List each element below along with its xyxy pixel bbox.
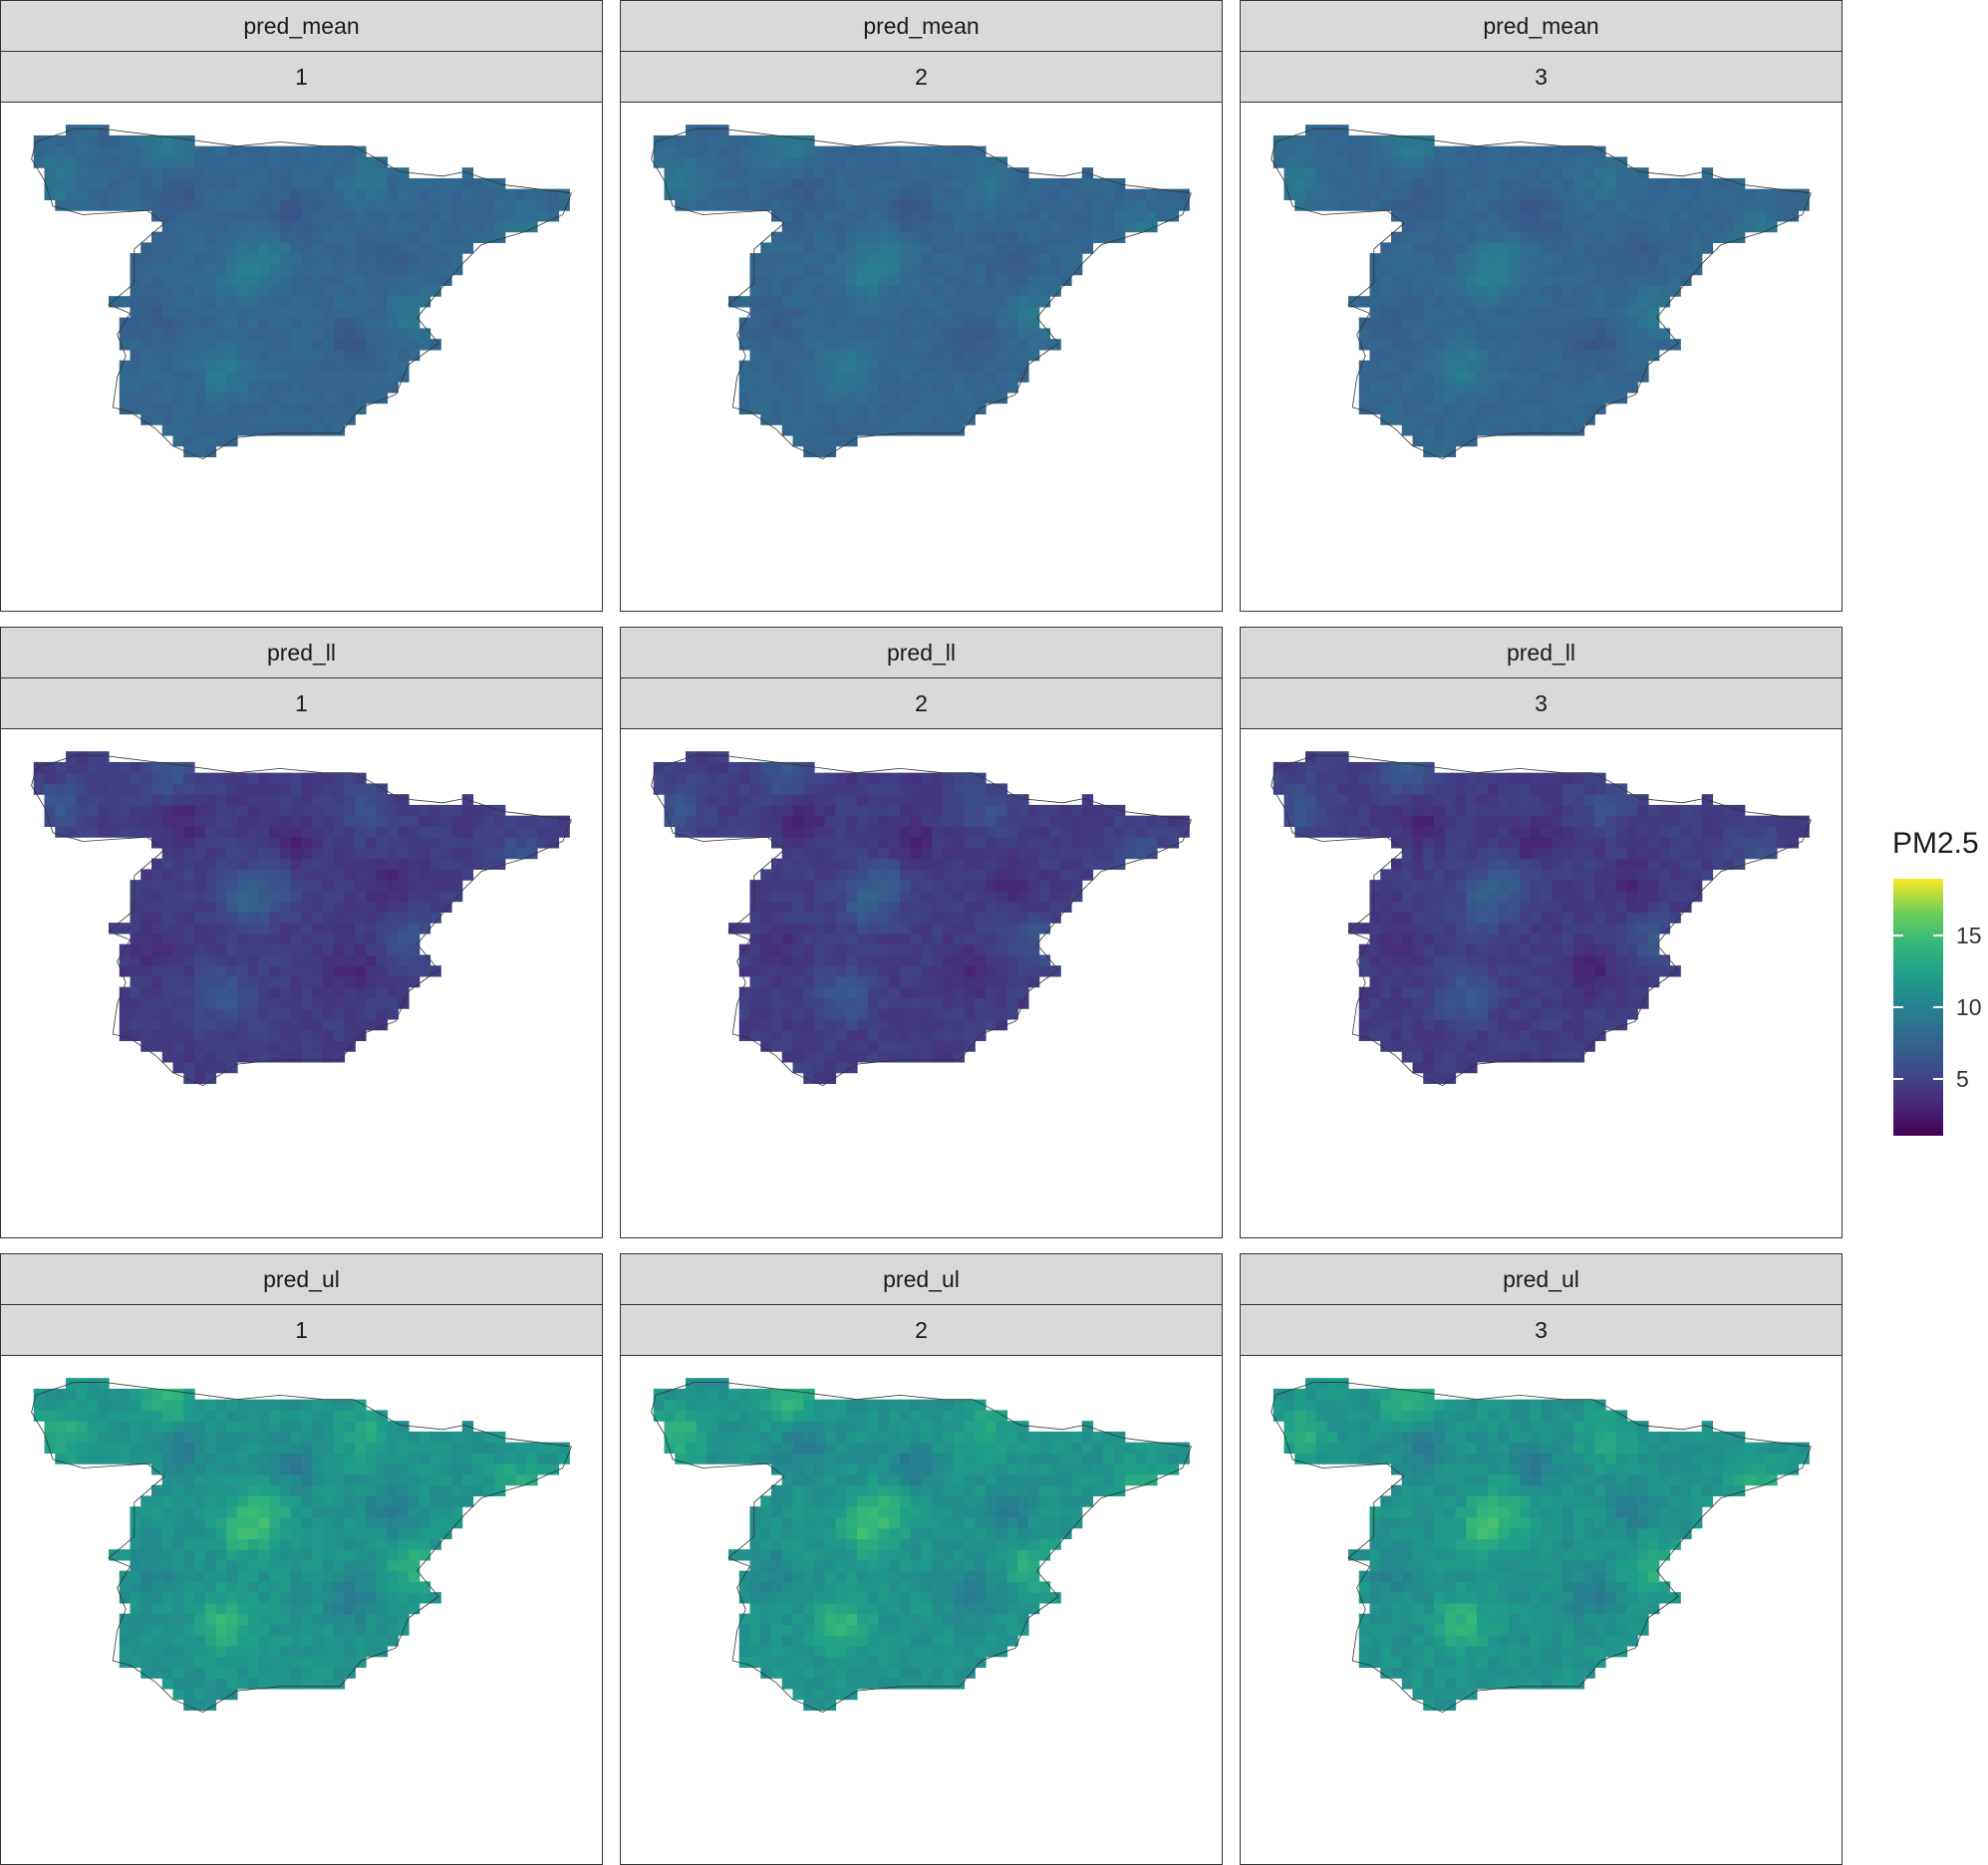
facet-panel-pred_ll-1: pred_ll 1 — [0, 627, 603, 1238]
country-outline — [651, 1382, 1192, 1714]
facet-strip-scenario: 3 — [1240, 677, 1843, 729]
facet-panel-pred_ll-2: pred_ll 2 — [620, 627, 1223, 1238]
facet-strip-scenario: 2 — [620, 51, 1223, 103]
facet-panel-pred_ul-1: pred_ul 1 — [0, 1253, 603, 1865]
facet-strip-variable: pred_ul — [620, 1253, 1223, 1305]
legend-tick-mark — [1933, 1077, 1943, 1080]
facet-panel-pred_mean-1: pred_mean 1 — [0, 0, 603, 612]
facet-strip-scenario: 1 — [0, 51, 603, 103]
facet-strip-variable: pred_ll — [1240, 627, 1843, 678]
map-plot — [1240, 102, 1843, 612]
pm25-map — [651, 125, 1192, 460]
legend-tick-label: 15 — [1956, 923, 1982, 949]
legend-tick-mark — [1893, 1077, 1903, 1080]
raster-cells — [33, 751, 570, 1084]
facet-strip-variable: pred_mean — [620, 0, 1223, 52]
legend-tick-mark — [1893, 1006, 1903, 1008]
pm25-map — [31, 751, 572, 1087]
facet-strip-variable: pred_ul — [0, 1253, 603, 1305]
raster-cells — [653, 125, 1190, 457]
facet-strip-scenario: 1 — [0, 677, 603, 729]
map-plot — [0, 728, 603, 1238]
country-outline — [31, 755, 572, 1087]
pm25-map — [31, 1378, 572, 1714]
map-plot — [1240, 1355, 1843, 1865]
country-outline — [651, 129, 1192, 460]
facet-strip-scenario: 3 — [1240, 51, 1843, 103]
raster-cells — [1273, 125, 1810, 457]
map-plot — [620, 102, 1223, 612]
raster-cells — [33, 125, 570, 457]
pm25-map — [1271, 1378, 1812, 1714]
facet-strip-scenario: 2 — [620, 677, 1223, 729]
facet-panel-pred_mean-3: pred_mean 3 — [1240, 0, 1843, 612]
raster-cells — [1273, 1378, 1810, 1711]
facet-strip-variable: pred_mean — [0, 0, 603, 52]
country-outline — [1271, 755, 1812, 1087]
legend: PM2.5 5 10 15 — [1888, 827, 1988, 1146]
legend-title: PM2.5 — [1892, 827, 1979, 860]
pm25-map — [1271, 125, 1812, 460]
facet-panel-pred_ul-3: pred_ul 3 — [1240, 1253, 1843, 1865]
facet-strip-scenario: 2 — [620, 1304, 1223, 1356]
raster-cells — [653, 751, 1190, 1084]
facet-panel-pred_mean-2: pred_mean 2 — [620, 0, 1223, 612]
raster-cells — [1273, 751, 1810, 1084]
facet-panel-pred_ul-2: pred_ul 2 — [620, 1253, 1223, 1865]
map-plot — [620, 1355, 1223, 1865]
facet-strip-variable: pred_ll — [620, 627, 1223, 678]
country-outline — [31, 1382, 572, 1714]
legend-tick-mark — [1933, 1006, 1943, 1008]
legend-tick-label: 5 — [1956, 1065, 1969, 1092]
facet-strip-scenario: 1 — [0, 1304, 603, 1356]
facet-strip-scenario: 3 — [1240, 1304, 1843, 1356]
facet-strip-variable: pred_ll — [0, 627, 603, 678]
facet-grid: pred_mean 1 pred_mean 2 pred_mean 3 pred_ll 1 pr… — [0, 0, 1843, 1865]
map-plot — [0, 102, 603, 612]
facet-strip-variable: pred_mean — [1240, 0, 1843, 52]
legend-tick-mark — [1933, 934, 1943, 937]
pm25-map — [651, 751, 1192, 1087]
raster-cells — [33, 1378, 570, 1711]
country-outline — [651, 755, 1192, 1087]
pm25-map — [651, 1378, 1192, 1714]
map-plot — [0, 1355, 603, 1865]
facet-panel-pred_ll-3: pred_ll 3 — [1240, 627, 1843, 1238]
pm25-map — [1271, 751, 1812, 1087]
map-plot — [620, 728, 1223, 1238]
country-outline — [1271, 1382, 1812, 1714]
country-outline — [31, 129, 572, 460]
legend-tick-mark — [1893, 934, 1903, 937]
pm25-map — [31, 125, 572, 460]
facet-strip-variable: pred_ul — [1240, 1253, 1843, 1305]
map-plot — [1240, 728, 1843, 1238]
raster-cells — [653, 1378, 1190, 1711]
legend-tick-label: 10 — [1956, 994, 1982, 1020]
country-outline — [1271, 129, 1812, 460]
